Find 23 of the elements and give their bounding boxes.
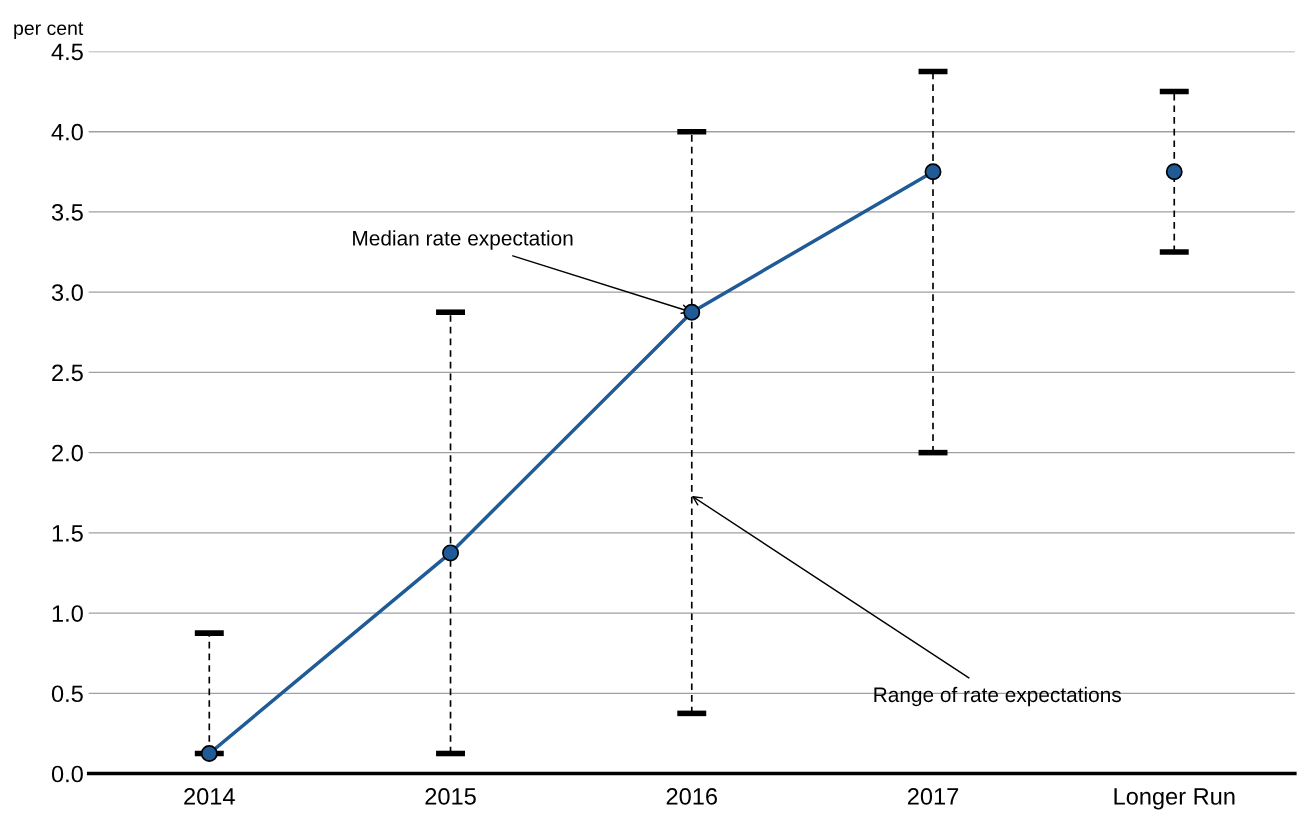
y-tick-label: 1.5 [52,525,83,542]
x-tick-label: Longer Run [1114,788,1235,810]
point [683,303,701,321]
y-tick-label: 4.0 [51,123,83,141]
y-tick-label: 4.5 [51,43,83,61]
y-axis-title: per cent [14,22,84,39]
point [924,163,942,181]
y-tick-label: 3.0 [51,284,83,301]
y-tick-label: 1.0 [52,605,83,622]
x-tick-label: 2016 [666,788,717,805]
point [200,745,218,762]
annotation: Median rate expectation [353,230,573,250]
point [442,544,460,562]
x-tick-label: 2014 [184,788,235,805]
y-tick-label: 0.5 [51,685,83,703]
x-tick-label: 2017 [907,788,959,805]
y-tick-label: 2.0 [52,444,83,462]
point [1165,163,1183,181]
y-tick-label: 0.0 [51,765,83,783]
annotation: Range of rate expectations [874,686,1121,707]
y-tick-label: 2.5 [52,364,83,382]
x-tick-label: 2015 [425,788,476,805]
y-tick-label: 3.5 [51,203,83,221]
